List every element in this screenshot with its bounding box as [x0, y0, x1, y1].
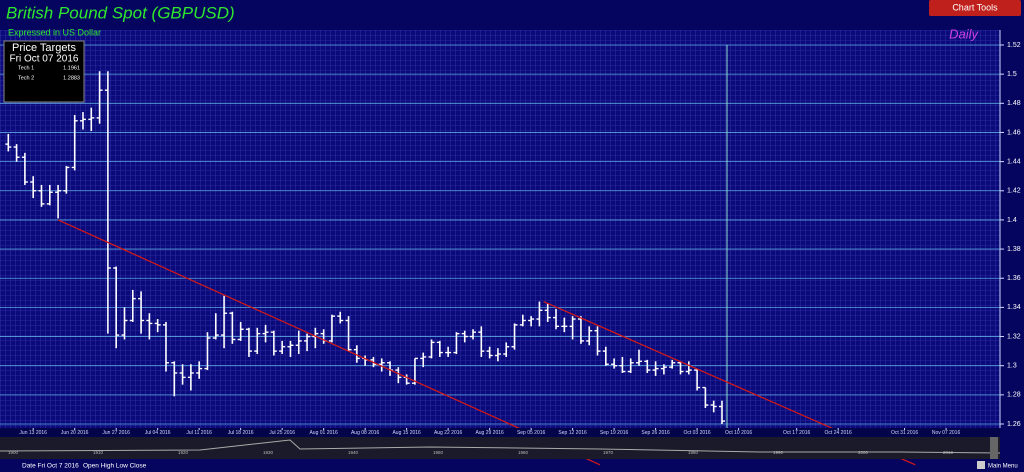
x-tick-label: Oct 17 2016: [783, 430, 810, 436]
target-name: Tech 2: [18, 75, 34, 81]
x-tick-label: Sep 26 2016: [641, 430, 670, 436]
x-tick-label: Jun 13 2016: [19, 430, 47, 436]
x-axis-band: [0, 428, 1000, 437]
x-tick-label: Aug 29 2016: [475, 430, 504, 436]
navigator-label: 1920: [178, 450, 189, 455]
x-tick-label: Aug 22 2016: [434, 430, 463, 436]
x-tick-label: Sep 19 2016: [600, 430, 629, 436]
x-tick-label: Sep 05 2016: [517, 430, 546, 436]
navigator-label: 1950: [433, 450, 444, 455]
main-menu[interactable]: Main Menu: [988, 464, 1018, 470]
x-tick-label: Aug 15 2016: [392, 430, 421, 436]
x-tick-label: Aug 08 2016: [351, 430, 380, 436]
navigator-handle[interactable]: [990, 437, 998, 459]
x-tick-label: Sep 12 2016: [558, 430, 587, 436]
x-tick-label: Oct 24 2016: [825, 430, 852, 436]
x-tick-label: Oct 10 2016: [725, 430, 752, 436]
x-tick-label: Jun 20 2016: [61, 430, 89, 436]
navigator-label: 1910: [93, 450, 104, 455]
x-tick-label: Jul 04 2016: [145, 430, 171, 436]
navigator-label: 1970: [603, 450, 614, 455]
y-tick-label: 1.38: [1007, 246, 1021, 253]
x-tick-label: Jun 27 2016: [102, 430, 130, 436]
y-tick-label: 1.42: [1007, 188, 1021, 195]
navigator-label: 1980: [688, 450, 699, 455]
y-tick-label: 1.28: [1007, 392, 1021, 399]
navigator-label: 1940: [348, 450, 359, 455]
x-tick-label: Jul 18 2016: [228, 430, 254, 436]
price-targets-title: Price Targets: [12, 42, 76, 54]
chart-tools-button[interactable]: [929, 0, 1021, 16]
plot-area: [0, 30, 1000, 428]
navigator-label: 1930: [263, 450, 274, 455]
footer-date: Date Fri Oct 7 2016: [22, 463, 79, 470]
navigator-label: 1990: [773, 450, 784, 455]
target-value: 1.2883: [63, 75, 80, 81]
y-tick-label: 1.3: [1007, 363, 1017, 370]
chart-subtitle: Expressed in US Dollar: [8, 27, 101, 37]
y-tick-label: 1.34: [1007, 304, 1021, 311]
navigator-label: 2010: [943, 450, 954, 455]
target-name: Tech 1: [18, 65, 34, 71]
chart-tools-label[interactable]: Chart Tools: [952, 2, 998, 12]
x-tick-label: Aug 01 2016: [309, 430, 338, 436]
footer-legend: Open High Low Close: [83, 463, 147, 470]
y-tick-label: 1.46: [1007, 129, 1021, 136]
y-tick-label: 1.32: [1007, 333, 1021, 340]
trendline: [57, 219, 601, 466]
x-tick-label: Nov 07 2016: [932, 430, 961, 436]
y-tick-label: 1.26: [1007, 421, 1021, 428]
price-targets-box: [3, 40, 85, 103]
menu-icon[interactable]: [977, 461, 985, 469]
x-tick-label: Oct 03 2016: [683, 430, 710, 436]
price-targets-date: Fri Oct 07 2016: [10, 54, 79, 65]
y-tick-label: 1.48: [1007, 100, 1021, 107]
y-tick-label: 1.44: [1007, 158, 1021, 165]
y-tick-label: 1.4: [1007, 217, 1017, 224]
chart-title: British Pound Spot (GBPUSD): [6, 3, 235, 22]
period-label: Daily: [949, 26, 979, 41]
navigator-label: 1960: [518, 450, 529, 455]
navigator-label: 2000: [858, 450, 869, 455]
x-tick-label: Jul 25 2016: [269, 430, 295, 436]
y-tick-label: 1.36: [1007, 275, 1021, 282]
x-tick-label: Oct 31 2016: [891, 430, 918, 436]
x-tick-label: Jul 11 2016: [186, 430, 212, 436]
y-tick-label: 1.5: [1007, 71, 1017, 78]
navigator-line: [0, 439, 1001, 454]
y-tick-label: 1.52: [1007, 42, 1021, 49]
navigator-label: 1900: [8, 450, 19, 455]
target-value: 1.1961: [63, 65, 80, 71]
